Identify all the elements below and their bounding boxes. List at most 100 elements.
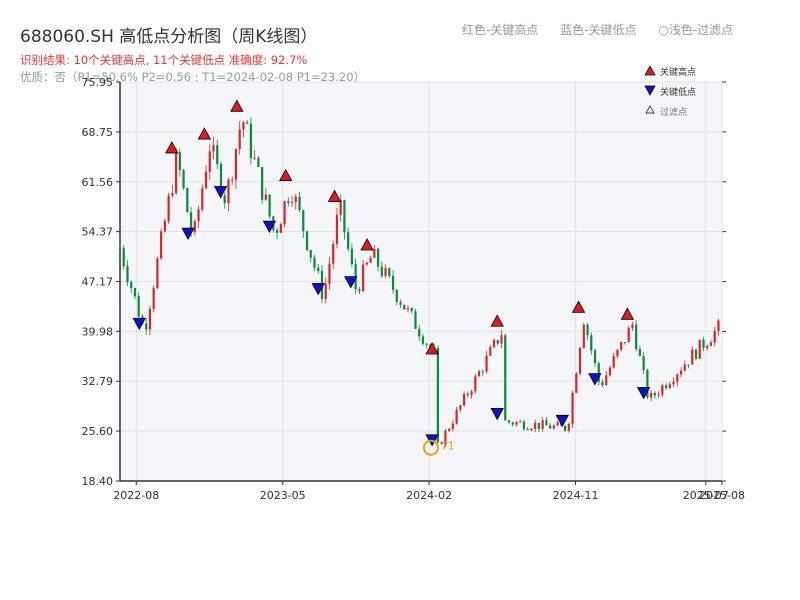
candle-body — [208, 151, 211, 172]
candle-body — [563, 425, 567, 431]
candle-body — [545, 420, 548, 426]
key-low-marker — [132, 317, 146, 331]
candle-body — [496, 340, 499, 344]
y-tick-label: 75.95 — [82, 76, 114, 89]
y-tick-label: 47.17 — [82, 276, 114, 289]
candle-body — [481, 371, 484, 373]
candle-body — [578, 347, 582, 374]
key-low-marker — [213, 186, 228, 199]
candle-body — [440, 442, 443, 445]
marker-legend: 关键高点 关键低点 过滤点 — [644, 65, 696, 118]
candle-body — [451, 423, 454, 429]
candle-body — [657, 394, 660, 396]
candle-body — [216, 145, 219, 165]
candle-body — [403, 304, 406, 310]
candle-body — [175, 152, 178, 194]
candle-body — [365, 262, 368, 265]
candle-body — [504, 335, 507, 421]
candle-body — [268, 194, 271, 217]
candle-body — [343, 200, 346, 233]
candle-body — [193, 221, 196, 233]
candle-body — [620, 341, 623, 350]
candle-body — [137, 296, 140, 317]
key-high-marker — [571, 300, 586, 313]
candle-body — [608, 367, 612, 376]
candle-body — [347, 232, 350, 249]
candle-body — [122, 248, 125, 267]
candle-body — [679, 370, 683, 375]
x-tick-label: 2025-08 — [699, 489, 745, 502]
candle-body — [709, 342, 713, 346]
candle-body — [414, 311, 417, 329]
top-legend: 红色-关键高点 蓝色-关键低点 ○浅色-过滤点 — [462, 21, 751, 38]
candle-body — [219, 164, 223, 196]
candle-body — [118, 248, 122, 250]
candle-body — [537, 422, 541, 429]
candle-body — [683, 364, 686, 371]
candle-body — [298, 196, 301, 211]
candle-body — [586, 324, 589, 336]
candle-body — [391, 275, 395, 290]
key-low-marker — [555, 414, 569, 428]
candle-body — [388, 268, 391, 276]
candle-body — [694, 349, 698, 359]
candle-body — [477, 371, 481, 377]
candle-body — [332, 244, 335, 264]
candle-body — [676, 374, 679, 382]
candle-body — [156, 258, 159, 289]
candle-body — [418, 328, 421, 337]
candle-body — [231, 179, 234, 181]
key-high-marker — [197, 127, 212, 140]
x-tick-label: 2024-11 — [553, 489, 599, 502]
x-tick-label: 2023-05 — [260, 489, 306, 502]
candle-body — [567, 423, 570, 431]
candle-body — [324, 283, 327, 300]
candle-body — [275, 230, 279, 233]
candle-body — [646, 369, 649, 398]
candle-body — [631, 324, 634, 328]
candle-body — [489, 347, 492, 356]
legend-high-label: 关键高点 — [660, 66, 696, 78]
candle-body — [328, 263, 331, 284]
candle-body — [376, 248, 380, 267]
legend-filtered-marker — [645, 105, 655, 114]
candle-body — [470, 391, 473, 396]
candle-body — [317, 267, 320, 272]
candle-body — [339, 200, 342, 215]
candle-body — [399, 302, 402, 305]
candle-body — [313, 257, 316, 268]
candle-body — [507, 420, 511, 423]
candle-body — [201, 188, 204, 210]
candle-body — [653, 393, 656, 396]
candle-body — [373, 248, 376, 258]
candle-body — [526, 429, 529, 431]
top-legend-filtered: ○浅色-过滤点 — [658, 23, 734, 37]
candle-body — [691, 349, 694, 365]
key-high-marker — [620, 307, 635, 320]
key-low-marker — [311, 283, 325, 296]
y-tick-label: 54.37 — [82, 226, 114, 239]
candle-body — [290, 202, 294, 204]
candle-body — [541, 420, 544, 429]
candle-body — [182, 170, 185, 189]
y-tick-label: 18.40 — [82, 475, 114, 488]
candle-body — [463, 393, 466, 406]
candle-body — [590, 335, 593, 351]
candle-body — [160, 231, 163, 259]
candle-body — [186, 188, 189, 213]
candle-body — [702, 339, 705, 348]
candle-body — [534, 422, 537, 430]
candle-body — [485, 355, 488, 372]
candle-body — [500, 335, 503, 344]
x-tick-label: 2025-07 — [683, 489, 729, 502]
candle-body — [556, 422, 559, 426]
candle-body — [130, 282, 133, 289]
candle-body — [294, 196, 297, 203]
candle-body — [672, 381, 675, 385]
candle-body — [612, 356, 615, 368]
candle-body — [552, 425, 555, 429]
candle-body — [410, 307, 413, 312]
candle-body — [455, 409, 458, 424]
top-legend-low: 蓝色-关键低点 — [560, 23, 637, 37]
candle-body — [627, 327, 630, 343]
